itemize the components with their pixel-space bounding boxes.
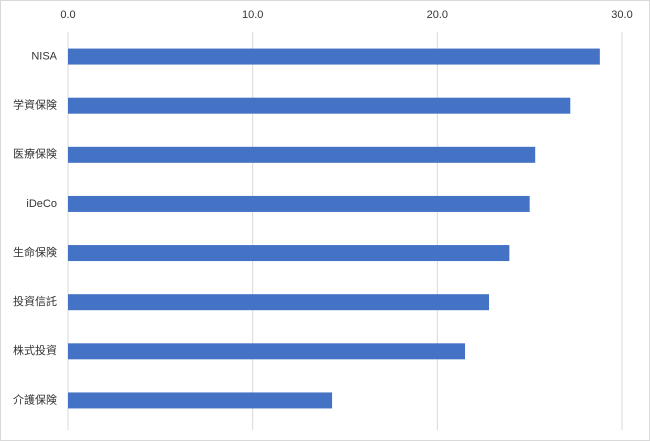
y-tick-label: NISA bbox=[31, 50, 57, 62]
x-tick-label: 20.0 bbox=[427, 9, 448, 21]
y-tick-label: 学資保険 bbox=[13, 98, 57, 112]
y-tick-label: iDeCo bbox=[26, 198, 57, 210]
bar bbox=[68, 343, 466, 360]
y-tick-label: 株式投資 bbox=[13, 343, 57, 357]
y-tick-label: 生命保険 bbox=[13, 245, 57, 259]
bar bbox=[68, 48, 600, 65]
bar bbox=[68, 392, 333, 409]
x-tick-label: 10.0 bbox=[242, 9, 263, 21]
bar bbox=[68, 245, 510, 262]
bar bbox=[68, 97, 571, 114]
y-tick-label: 投資信託 bbox=[13, 294, 57, 308]
x-tick-label: 0.0 bbox=[60, 9, 75, 21]
y-tick-label: 介護保険 bbox=[13, 392, 57, 406]
y-tick-label: 医療保険 bbox=[13, 147, 57, 161]
bar bbox=[68, 294, 490, 311]
bar bbox=[68, 195, 530, 212]
x-tick-label: 30.0 bbox=[611, 9, 632, 21]
bar bbox=[68, 146, 536, 163]
